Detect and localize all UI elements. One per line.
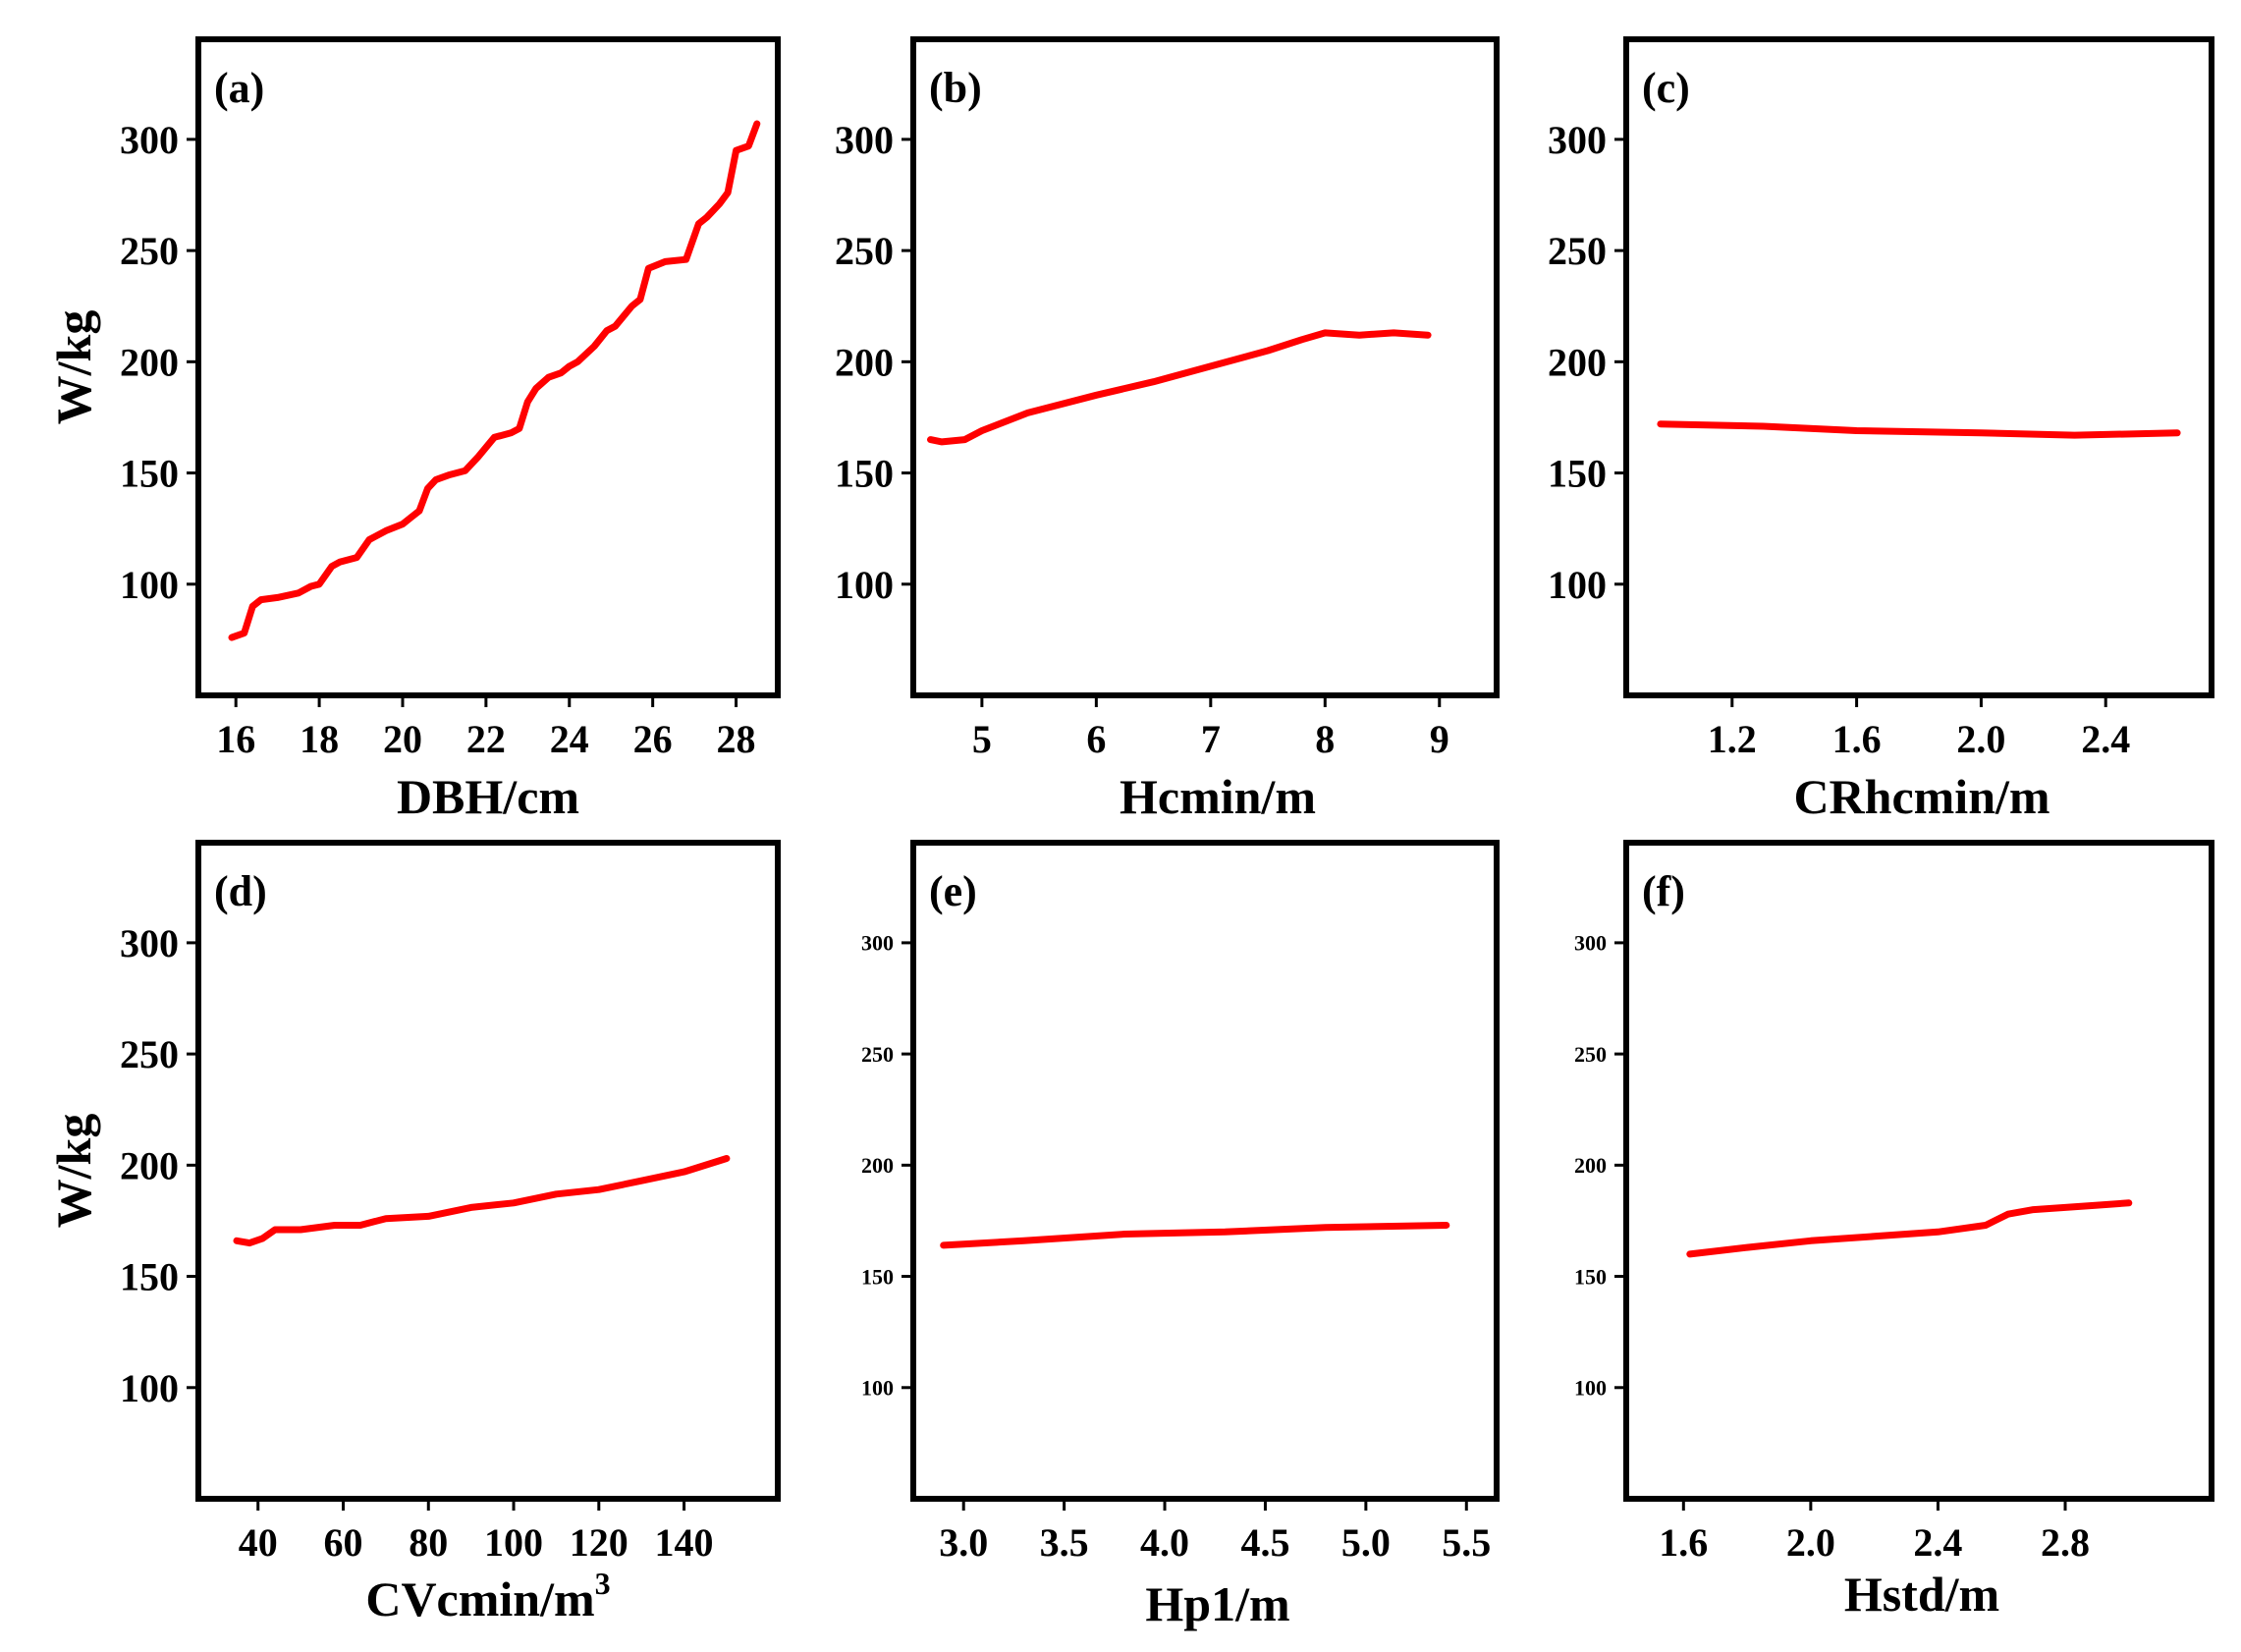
x-tick-label: 5	[972, 717, 992, 761]
data-series-line	[1657, 420, 2181, 439]
x-tick-label: 5.0	[1341, 1520, 1391, 1565]
y-tick-label: 100	[861, 1375, 894, 1400]
y-tick-label: 250	[1548, 229, 1607, 273]
axis-ticks: 16 18 20 22 24 26 28 100 150 200 250 300	[120, 118, 756, 761]
y-axis-label: W/kg	[46, 310, 101, 425]
x-tick-label: 100	[484, 1520, 543, 1565]
y-tick-label: 300	[120, 118, 179, 162]
y-tick-label: 200	[1548, 340, 1607, 384]
x-tick-label: 4.0	[1140, 1520, 1189, 1565]
x-tick-label: 5.5	[1442, 1520, 1491, 1565]
y-tick-label: 300	[120, 921, 179, 965]
panel-label: (b)	[929, 64, 982, 112]
x-tick-label: 9	[1430, 717, 1449, 761]
x-tick-label: 40	[239, 1520, 278, 1565]
y-tick-label: 300	[861, 931, 894, 956]
x-tick-label: 24	[550, 717, 589, 761]
panel-label: (a)	[214, 64, 264, 112]
y-axis-label: W/kg	[46, 1114, 101, 1229]
x-tick-label: 1.6	[1659, 1520, 1708, 1565]
y-tick-label: 250	[120, 1032, 179, 1076]
y-tick-label: 150	[861, 1264, 894, 1289]
x-tick-label: 2.4	[1913, 1520, 1962, 1565]
x-tick-label: 2.0	[1956, 717, 2005, 761]
panel-label: (f)	[1642, 867, 1685, 915]
panel-label: (d)	[214, 867, 267, 915]
x-tick-label: 120	[570, 1520, 629, 1565]
x-tick-label: 3.5	[1040, 1520, 1089, 1565]
panel-label: (e)	[929, 867, 977, 915]
data-series-line	[927, 329, 1432, 446]
x-tick-label: 2.8	[2041, 1520, 2090, 1565]
y-tick-label: 150	[1548, 452, 1607, 496]
y-tick-label: 200	[835, 340, 894, 384]
axis-ticks: 5 6 7 8 9 100 150 200 250 300	[835, 118, 1449, 761]
data-series-line	[233, 1155, 731, 1247]
y-tick-label: 100	[1574, 1375, 1607, 1400]
x-tick-label: 22	[466, 717, 506, 761]
y-tick-label: 100	[835, 563, 894, 607]
data-series-line	[228, 120, 761, 641]
x-axis-label: Hp1/m	[1145, 1576, 1289, 1631]
axis-ticks: 40 60 80 100 120 140 100 150 200 250 300	[120, 921, 714, 1565]
panel-a: (a) DBH/cm W/kg 16 18 20 22 24 26 28 100 150 200 2…	[46, 36, 781, 824]
x-tick-label: 28	[717, 717, 756, 761]
x-axis-label-text: CVcmin/m	[365, 1571, 594, 1626]
x-axis-label: Hcmin/m	[1120, 769, 1316, 824]
y-tick-label: 100	[120, 563, 179, 607]
panel-c: (c) CRhcmin/m 1.2 1.6 2.0 2.4 100 150 200 250 30…	[1548, 36, 2214, 824]
data-series-line	[1686, 1199, 2133, 1258]
y-tick-label: 300	[1574, 931, 1607, 956]
x-tick-label: 7	[1201, 717, 1221, 761]
y-tick-label: 150	[120, 452, 179, 496]
y-tick-label: 100	[120, 1366, 179, 1410]
x-tick-label: 1.2	[1708, 717, 1757, 761]
y-tick-label: 300	[1548, 118, 1607, 162]
x-tick-label: 8	[1315, 717, 1335, 761]
y-tick-label: 200	[120, 1143, 179, 1187]
x-tick-label: 2.4	[2081, 717, 2130, 761]
y-tick-label: 250	[1574, 1042, 1607, 1067]
y-tick-label: 150	[120, 1255, 179, 1299]
axis-ticks: 1.2 1.6 2.0 2.4 100 150 200 250 300	[1548, 118, 2130, 761]
x-tick-label: 3.0	[939, 1520, 988, 1565]
x-tick-label: 6	[1086, 717, 1106, 761]
y-tick-label: 100	[1548, 563, 1607, 607]
x-tick-label: 26	[633, 717, 673, 761]
x-tick-label: 2.0	[1786, 1520, 1835, 1565]
x-tick-label: 140	[655, 1520, 714, 1565]
x-tick-label: 80	[409, 1520, 448, 1565]
x-tick-label: 1.6	[1832, 717, 1882, 761]
x-axis-label: Hstd/m	[1844, 1567, 1999, 1622]
y-tick-label: 250	[861, 1042, 894, 1067]
panel-f: (f) Hstd/m 1.6 2.0 2.4 2.8 100 150 200 250 300	[1574, 840, 2214, 1622]
x-tick-label: 18	[300, 717, 339, 761]
y-tick-label: 200	[120, 340, 179, 384]
x-tick-label: 20	[383, 717, 422, 761]
y-tick-label: 150	[1574, 1264, 1607, 1289]
x-axis-label: DBH/cm	[397, 769, 579, 824]
y-tick-label: 300	[835, 118, 894, 162]
x-axis-label-superscript: 3	[595, 1566, 611, 1601]
y-tick-label: 150	[835, 452, 894, 496]
x-tick-label: 60	[324, 1520, 363, 1565]
y-tick-label: 200	[1574, 1153, 1607, 1178]
x-tick-label: 4.5	[1240, 1520, 1289, 1565]
panel-b: (b) Hcmin/m 5 6 7 8 9 100 150 200 250 300	[835, 36, 1500, 824]
panel-d: (d) CVcmin/m3 W/kg 40 60 80 100 120 140 100 150…	[46, 840, 781, 1626]
y-tick-label: 200	[861, 1153, 894, 1178]
x-axis-label: CRhcmin/m	[1793, 769, 2050, 824]
x-tick-label: 16	[216, 717, 255, 761]
x-axis-label: CVcmin/m3	[365, 1566, 610, 1626]
panel-e: (e) Hp1/m 3.0 3.5 4.0 4.5 5.0 5.5 100 150 200 250…	[861, 840, 1500, 1631]
data-series-line	[940, 1222, 1450, 1249]
axis-ticks: 1.6 2.0 2.4 2.8 100 150 200 250 300	[1574, 931, 2090, 1565]
y-tick-label: 250	[120, 229, 179, 273]
panel-label: (c)	[1642, 64, 1690, 112]
axis-ticks: 3.0 3.5 4.0 4.5 5.0 5.5 100 150 200 250 300	[861, 931, 1491, 1565]
y-tick-label: 250	[835, 229, 894, 273]
